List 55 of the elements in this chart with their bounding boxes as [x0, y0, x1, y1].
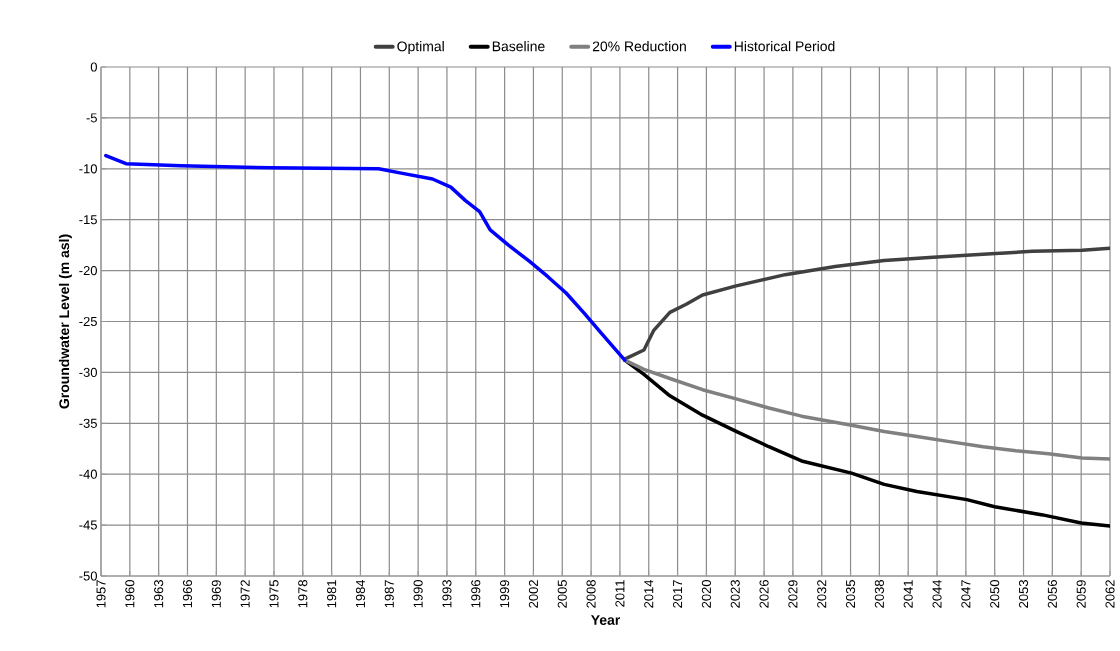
x-tick-label: 1972 — [240, 580, 250, 608]
x-tick-label: 2026 — [759, 580, 769, 608]
x-tick-label: 2047 — [961, 580, 971, 608]
y-tick-label: -50 — [79, 571, 97, 581]
x-axis-title: Year — [591, 615, 621, 625]
legend-label: Baseline — [492, 41, 545, 52]
x-tick-label: 1963 — [154, 580, 164, 608]
x-tick-label: 2062 — [1105, 580, 1115, 608]
x-tick-label: 2059 — [1076, 580, 1086, 608]
y-tick-label: -30 — [79, 367, 97, 377]
x-tick-label: 2014 — [644, 579, 654, 608]
x-tick-label: 2005 — [557, 580, 567, 608]
legend-label: Historical Period — [734, 41, 835, 52]
x-tick-label: 1993 — [442, 580, 452, 608]
x-tick-label: 1981 — [327, 580, 337, 608]
x-tick-label: 2017 — [672, 580, 683, 608]
y-tick-label: -35 — [79, 418, 97, 428]
legend-label: Optimal — [397, 41, 444, 55]
y-tick-label: -20 — [79, 266, 97, 276]
x-tick-label: 1987 — [384, 580, 394, 608]
x-tick-label: 1975 — [269, 580, 279, 608]
x-tick-label: 1966 — [182, 580, 193, 608]
y-tick-label: -15 — [79, 215, 97, 225]
x-tick-label: 2023 — [730, 580, 740, 608]
x-tick-label: 1957 — [96, 580, 106, 608]
x-tick-label: 1999 — [500, 580, 510, 608]
x-tick-label: 1990 — [413, 580, 423, 608]
y-tick-label: -10 — [79, 164, 97, 174]
y-tick-label: -45 — [79, 520, 97, 530]
x-tick-label: 2056 — [1047, 580, 1057, 608]
x-tick-label: 2029 — [788, 580, 798, 608]
x-tick-label: 1984 — [355, 579, 366, 608]
x-tick-label: 2044 — [932, 579, 942, 608]
x-tick-label: 2035 — [845, 580, 856, 608]
x-tick-label: 2008 — [586, 580, 596, 608]
y-axis-title: Groundwater Level (m asl) — [58, 234, 72, 409]
y-tick-label: 0 — [90, 62, 97, 72]
x-tick-label: 2002 — [528, 580, 539, 608]
x-tick-label: 2053 — [1018, 580, 1029, 608]
line-series — [104, 153, 627, 362]
x-tick-label: 1978 — [298, 580, 308, 608]
x-tick-label: 2050 — [990, 580, 1000, 608]
legend-label: 20% Reduction — [592, 41, 686, 52]
line-series — [622, 246, 1111, 361]
x-tick-label: 2038 — [874, 580, 884, 608]
x-tick-label: 1960 — [125, 580, 135, 608]
y-tick-label: -25 — [79, 316, 97, 327]
y-tick-label: -5 — [86, 113, 97, 123]
x-tick-label: 1969 — [211, 580, 221, 608]
x-tick-label: 1996 — [471, 580, 481, 608]
x-tick-label: 2020 — [701, 580, 711, 608]
x-tick-label: 2041 — [903, 580, 913, 608]
x-tick-label: 2032 — [817, 580, 827, 608]
x-tick-label: 2011 — [615, 580, 625, 607]
y-tick-label: -40 — [79, 469, 97, 479]
